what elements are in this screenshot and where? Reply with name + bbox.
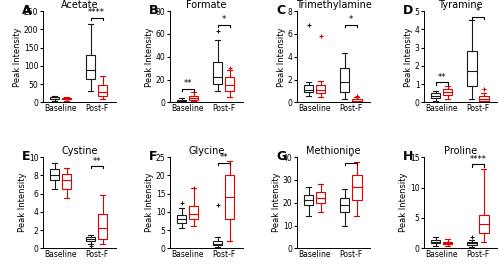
PathPatch shape [177, 215, 186, 223]
PathPatch shape [443, 242, 452, 244]
PathPatch shape [213, 241, 222, 246]
Title: Acetate: Acetate [60, 0, 98, 10]
PathPatch shape [50, 169, 59, 180]
PathPatch shape [225, 77, 234, 91]
PathPatch shape [352, 175, 362, 200]
Title: Proline: Proline [444, 146, 477, 156]
Title: Formate: Formate [186, 0, 226, 10]
PathPatch shape [352, 99, 362, 102]
Y-axis label: Peak Intensity: Peak Intensity [272, 173, 281, 232]
Text: *: * [222, 15, 226, 24]
PathPatch shape [467, 242, 476, 245]
PathPatch shape [443, 89, 452, 95]
Title: Trimethylamine: Trimethylamine [296, 0, 372, 10]
PathPatch shape [340, 68, 349, 92]
PathPatch shape [177, 100, 186, 101]
PathPatch shape [98, 85, 108, 96]
Text: *: * [348, 15, 353, 24]
PathPatch shape [316, 85, 326, 93]
Text: B: B [149, 4, 158, 17]
Text: H: H [403, 150, 413, 163]
Text: ****: **** [88, 8, 105, 17]
Title: Glycine: Glycine [188, 146, 224, 156]
Text: G: G [276, 150, 286, 163]
Y-axis label: Peak Intensity: Peak Intensity [277, 27, 286, 86]
Text: C: C [276, 4, 285, 17]
PathPatch shape [98, 214, 108, 239]
Text: E: E [22, 150, 30, 163]
PathPatch shape [431, 93, 440, 98]
Text: *: * [476, 7, 480, 16]
PathPatch shape [340, 198, 349, 212]
PathPatch shape [62, 98, 72, 99]
PathPatch shape [86, 55, 96, 79]
Text: F: F [149, 150, 158, 163]
PathPatch shape [316, 193, 326, 203]
Title: Cystine: Cystine [61, 146, 98, 156]
PathPatch shape [304, 85, 314, 92]
PathPatch shape [225, 175, 234, 219]
Text: A: A [22, 4, 32, 17]
Text: **: ** [220, 153, 228, 162]
Y-axis label: Peak Intensity: Peak Intensity [146, 173, 154, 232]
PathPatch shape [189, 206, 198, 219]
PathPatch shape [86, 237, 96, 241]
Y-axis label: Peak Intensity: Peak Intensity [145, 27, 154, 86]
Text: **: ** [92, 157, 101, 166]
PathPatch shape [467, 51, 476, 86]
PathPatch shape [50, 97, 59, 99]
Title: Tyramine: Tyramine [438, 0, 483, 10]
PathPatch shape [479, 215, 488, 233]
Text: *: * [348, 153, 353, 162]
Text: **: ** [438, 73, 446, 82]
Title: Methionine: Methionine [306, 146, 361, 156]
Text: D: D [403, 4, 413, 17]
Y-axis label: Peak Intensity: Peak Intensity [14, 27, 22, 86]
PathPatch shape [213, 62, 222, 84]
Y-axis label: Peak Intensity: Peak Intensity [404, 27, 413, 86]
Text: ****: **** [469, 155, 486, 164]
PathPatch shape [189, 95, 198, 100]
Text: **: ** [184, 79, 192, 88]
PathPatch shape [304, 195, 314, 205]
PathPatch shape [479, 96, 488, 100]
PathPatch shape [431, 240, 440, 244]
Y-axis label: Peak Intensity: Peak Intensity [18, 173, 28, 232]
PathPatch shape [62, 174, 72, 189]
Y-axis label: Peak Intensity: Peak Intensity [400, 173, 408, 232]
